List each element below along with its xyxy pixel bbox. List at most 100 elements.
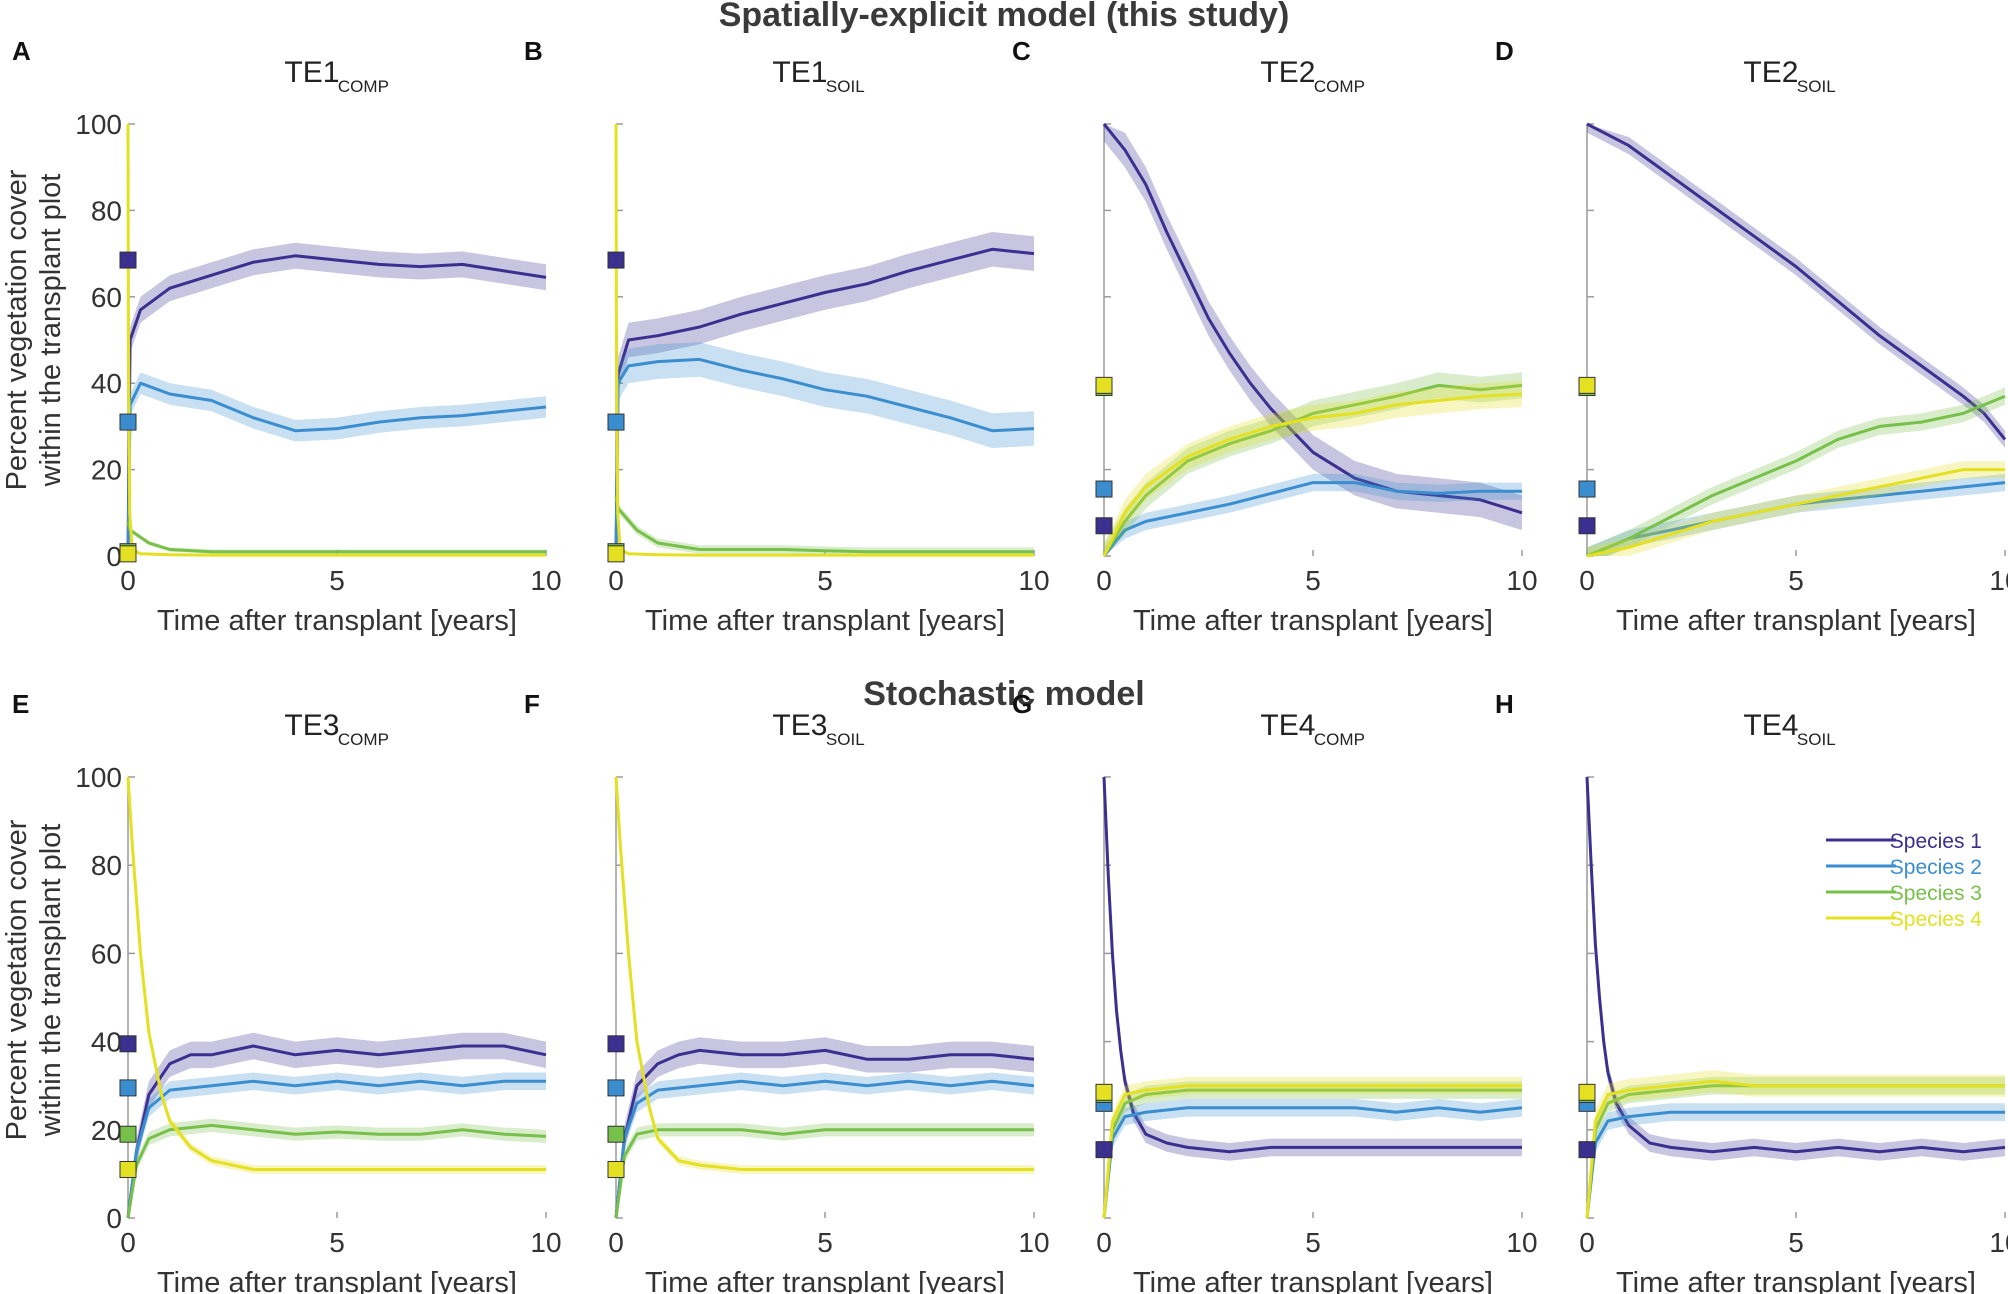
marker-h-s1	[1578, 1141, 1596, 1159]
line-b-s3	[614, 495, 1034, 554]
band-b-s1	[616, 232, 1034, 556]
line-e-s1	[126, 1044, 547, 1219]
panel-letter-c: C	[1012, 36, 1031, 66]
line-b-s2	[614, 357, 1035, 557]
band-d-s1	[1587, 124, 2005, 448]
band-h-s1	[1587, 777, 2005, 1161]
x-tick-label-g-0: 0	[1096, 1227, 1112, 1258]
x-tick-label-e-10: 10	[530, 1227, 561, 1258]
marker-f-s2	[607, 1079, 625, 1097]
x-axis-label-f: Time after transplant [years]	[645, 1267, 1005, 1294]
panel-title-subscript-b: SOIL	[826, 77, 865, 96]
y-tick-label-e-40: 40	[91, 1027, 122, 1058]
y-axis-label-bottom-line1: Percent vegetation cover	[1, 819, 33, 1140]
panel-letter-e: E	[12, 689, 29, 719]
y-tick-label-e-60: 60	[91, 938, 122, 969]
x-axis-label-a: Time after transplant [years]	[157, 605, 517, 637]
marker-f-s1	[607, 1035, 625, 1053]
line-e-s3	[126, 1123, 547, 1219]
x-tick-label-b-10: 10	[1018, 565, 1049, 596]
y-tick-label-a-100: 100	[75, 109, 122, 140]
x-tick-label-f-5: 5	[817, 1227, 833, 1258]
line-f-s1	[614, 1048, 1035, 1219]
line-b-s1	[614, 247, 1035, 557]
y-axis-label-bottom-line2: within the transplant plot	[35, 824, 67, 1138]
marker-b-s4	[607, 545, 625, 563]
marker-d-s1	[1578, 517, 1596, 535]
legend-label-species-4: Species 4	[1890, 908, 1983, 931]
legend-label-species-3: Species 3	[1890, 882, 1982, 905]
x-axis-label-e: Time after transplant [years]	[157, 1267, 517, 1294]
panel-title-a: TE1	[284, 56, 339, 89]
panel-title-subscript-a: COMP	[338, 77, 389, 96]
marker-c-s2	[1095, 480, 1113, 498]
x-tick-label-c-10: 10	[1506, 565, 1537, 596]
band-d-s4	[1587, 461, 2005, 556]
line-c-s2	[1102, 481, 1522, 557]
x-tick-label-b-0: 0	[608, 565, 624, 596]
marker-c-s4	[1095, 376, 1113, 394]
marker-g-s4	[1095, 1083, 1113, 1101]
line-g-s3	[1102, 1088, 1522, 1219]
x-tick-label-a-10: 10	[530, 565, 561, 596]
panel-letter-a: A	[12, 36, 31, 66]
band-e-s4	[128, 777, 546, 1174]
marker-e-s3	[119, 1125, 137, 1143]
panel-title-subscript-c: COMP	[1314, 77, 1365, 96]
band-c-s2	[1104, 473, 1522, 556]
marker-h-s4	[1578, 1083, 1596, 1101]
line-a-s2	[126, 381, 547, 557]
marker-c-s1	[1095, 517, 1113, 535]
panel-letter-h: H	[1495, 689, 1514, 719]
x-tick-label-f-10: 10	[1018, 1227, 1049, 1258]
x-axis-label-g: Time after transplant [years]	[1133, 1267, 1493, 1294]
line-f-s3	[614, 1128, 1034, 1219]
marker-b-s2	[607, 413, 625, 431]
marker-d-s4	[1578, 376, 1596, 394]
x-tick-label-d-0: 0	[1579, 565, 1595, 596]
x-tick-label-c-0: 0	[1096, 565, 1112, 596]
line-d-s1	[1586, 122, 2007, 441]
x-axis-label-h: Time after transplant [years]	[1616, 1267, 1976, 1294]
line-g-s4	[1102, 1084, 1522, 1219]
panel-letter-d: D	[1495, 36, 1514, 66]
band-e-s2	[128, 1072, 546, 1218]
y-tick-label-a-80: 80	[91, 195, 122, 226]
marker-e-s4	[119, 1160, 137, 1178]
marker-a-s4	[119, 545, 137, 563]
x-tick-label-f-0: 0	[608, 1227, 624, 1258]
line-d-s4	[1586, 468, 2005, 558]
marker-d-s2	[1578, 480, 1596, 498]
band-d-s3	[1587, 387, 2005, 556]
band-h-s2	[1587, 1103, 2005, 1218]
marker-e-s1	[119, 1035, 137, 1053]
section-title-bottom: Stochastic model	[863, 675, 1145, 713]
y-tick-label-e-0: 0	[106, 1203, 122, 1234]
x-tick-label-c-5: 5	[1305, 565, 1321, 596]
band-c-s4	[1104, 381, 1522, 556]
panel-title-h: TE4	[1743, 709, 1798, 742]
panel-letter-b: B	[524, 36, 543, 66]
x-tick-label-e-0: 0	[120, 1227, 136, 1258]
x-tick-label-b-5: 5	[817, 565, 833, 596]
band-c-s1	[1104, 124, 1522, 531]
legend: Species 1 Species 2 Species 3 Species 4	[1826, 830, 1982, 931]
x-axis-label-b: Time after transplant [years]	[645, 605, 1005, 637]
panel-title-subscript-f: SOIL	[826, 730, 865, 749]
x-tick-label-h-0: 0	[1579, 1227, 1595, 1258]
line-g-s2	[1102, 1106, 1523, 1219]
line-a-s4	[126, 123, 546, 557]
marker-f-s4	[607, 1160, 625, 1178]
line-h-s4	[1585, 1079, 2005, 1219]
section-title-top: Spatially-explicit model (this study)	[719, 0, 1290, 34]
x-tick-label-g-10: 10	[1506, 1227, 1537, 1258]
line-f-s2	[614, 1079, 1035, 1219]
y-tick-label-a-20: 20	[91, 455, 122, 486]
